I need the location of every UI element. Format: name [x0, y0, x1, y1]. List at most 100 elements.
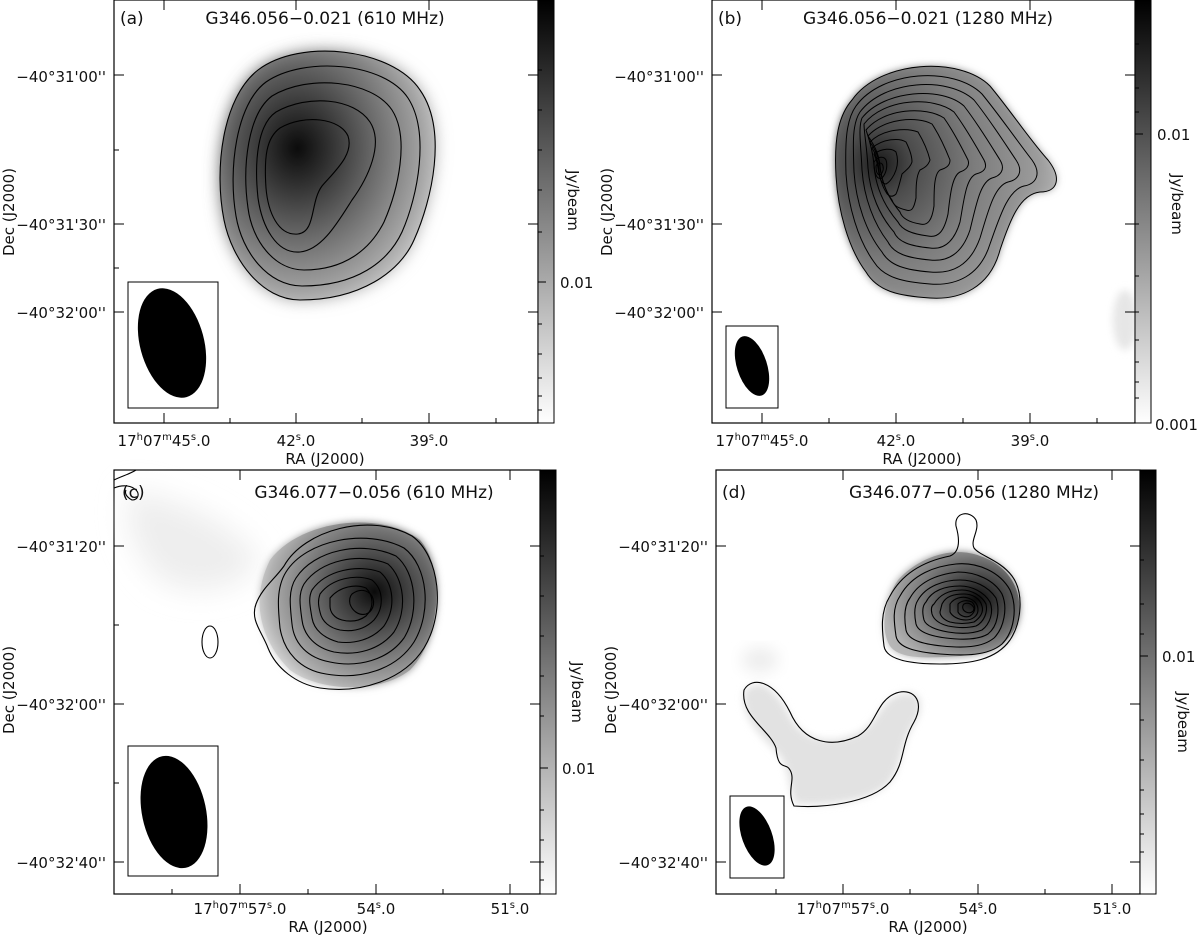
y-tick-label: −40°31'30''	[614, 216, 704, 234]
x-axis-label: RA (J2000)	[285, 450, 364, 468]
x-axis-label: RA (J2000)	[882, 450, 961, 468]
y-axis-label: Dec (J2000)	[0, 646, 18, 734]
contour-level	[922, 585, 993, 634]
contour-level	[232, 65, 421, 287]
y-tick-label: −40°31'00''	[16, 68, 106, 86]
contour-level	[871, 139, 913, 197]
panel-b-beam-inset	[725, 325, 779, 409]
x-tick-label: 42s.0	[877, 432, 916, 450]
panel-c-image	[127, 490, 437, 688]
contour-level	[873, 148, 898, 185]
y-tick-label: −40°32'00''	[618, 696, 708, 714]
contour-level	[939, 593, 984, 625]
panel-c-ticks	[114, 470, 540, 894]
x-tick-label: 54s.0	[959, 900, 998, 918]
y-tick-label: −40°31'20''	[16, 538, 106, 556]
contour-level	[949, 596, 979, 621]
x-tick-label: 51s.0	[491, 900, 530, 918]
colorbar-tick-label: 0.001	[1155, 416, 1198, 434]
x-tick-label: 42s.0	[277, 432, 316, 450]
contour-level	[875, 162, 884, 176]
contour-level	[329, 585, 373, 622]
panel-a-contours	[219, 50, 436, 301]
panel-b-contours	[835, 65, 1057, 299]
y-tick-label: −40°32'00''	[16, 696, 106, 714]
contour-level	[113, 469, 137, 481]
colorbar-tick-label: 0.01	[1157, 126, 1190, 144]
panel-title: G346.056−0.021 (610 MHz)	[205, 9, 444, 29]
contour-level	[865, 110, 969, 237]
panel-d-ticks	[716, 470, 1140, 894]
colorbar-label: Jy/beam	[564, 169, 582, 231]
y-axis-label: Dec (J2000)	[602, 646, 620, 734]
panel-label: (d)	[722, 483, 746, 503]
contour-level	[253, 524, 438, 690]
contour-level	[289, 547, 415, 665]
panel-title: G346.077−0.056 (610 MHz)	[254, 483, 493, 503]
y-tick-label: −40°32'00''	[614, 304, 704, 322]
panel-b-image	[835, 66, 1137, 350]
contour-level	[299, 558, 404, 654]
x-tick-label: 51s.0	[1093, 900, 1132, 918]
contour-level	[309, 568, 393, 644]
y-axis-label: Dec (J2000)	[0, 168, 18, 256]
y-axis-label: Dec (J2000)	[598, 168, 616, 256]
panel-a: 0.01 Jy/beam (a) G346.056−0.021 (610 MHz…	[0, 0, 593, 468]
panel-d-frame	[715, 469, 1141, 895]
y-tick-label: −40°31'20''	[618, 538, 708, 556]
panel-d-contours	[743, 513, 1021, 807]
panel-title: G346.056−0.021 (1280 MHz)	[803, 9, 1053, 29]
contour-level	[219, 50, 436, 301]
y-tick-label: −40°31'00''	[614, 68, 704, 86]
panel-label: (c)	[122, 483, 145, 503]
x-tick-label: 39s.0	[410, 432, 449, 450]
x-tick-label: 17h07m45s.0	[716, 432, 809, 450]
panel-a-ticks	[114, 0, 538, 423]
colorbar-label: Jy/beam	[1174, 691, 1192, 753]
panel-d: 0.01 Jy/beam (d) G346.077−0.056 (1280 MH…	[602, 469, 1195, 936]
contour-level	[201, 625, 219, 659]
colorbar-label: Jy/beam	[1168, 173, 1186, 235]
colorbar-label: Jy/beam	[568, 661, 586, 723]
contour-level	[904, 571, 1006, 648]
contour-level	[245, 82, 402, 271]
y-tick-label: −40°32'40''	[16, 854, 106, 872]
x-tick-label: 17h07m57s.0	[194, 900, 287, 918]
contour-level	[113, 485, 139, 501]
beam-ellipse	[739, 806, 775, 866]
panel-c-beam-inset	[127, 745, 219, 877]
panel-label: (a)	[120, 9, 144, 29]
contour-level	[277, 537, 426, 677]
contour-level	[863, 101, 987, 249]
panel-b: 0.01 0.001 Jy/beam (b) G346.056−0.021 (1…	[598, 0, 1198, 468]
panel-c-contours	[113, 469, 438, 690]
beam-ellipse	[734, 336, 770, 396]
panel-title: G346.077−0.056 (1280 MHz)	[849, 483, 1099, 503]
x-axis-label: RA (J2000)	[288, 918, 367, 936]
contour-level	[957, 600, 976, 618]
contour-level	[317, 576, 382, 632]
panel-a-colorbar: 0.01 Jy/beam	[537, 0, 593, 424]
contour-level	[835, 65, 1057, 299]
contour-level	[893, 563, 1015, 656]
x-tick-label: 54s.0	[357, 900, 396, 918]
colorbar-tick-label: 0.01	[562, 760, 595, 778]
contour-level	[962, 602, 975, 614]
x-tick-label: 39s.0	[1011, 432, 1050, 450]
contour-level	[873, 156, 888, 179]
y-tick-label: −40°32'40''	[618, 854, 708, 872]
beam-ellipse	[140, 755, 208, 869]
contour-level	[914, 579, 999, 640]
panel-c-colorbar: 0.01 Jy/beam	[539, 469, 595, 895]
panel-d-colorbar: 0.01 Jy/beam	[1139, 469, 1195, 895]
colorbar-tick-label: 0.01	[560, 274, 593, 292]
x-tick-label: 17h07m57s.0	[797, 900, 890, 918]
x-tick-label: 17h07m45s.0	[118, 432, 211, 450]
panel-d-beam-inset	[729, 795, 785, 879]
contour-level	[743, 681, 919, 807]
contour-level	[256, 100, 376, 253]
contour-level	[349, 589, 375, 615]
panel-b-colorbar: 0.01 0.001 Jy/beam	[1134, 0, 1198, 434]
contour-level	[852, 84, 1021, 273]
